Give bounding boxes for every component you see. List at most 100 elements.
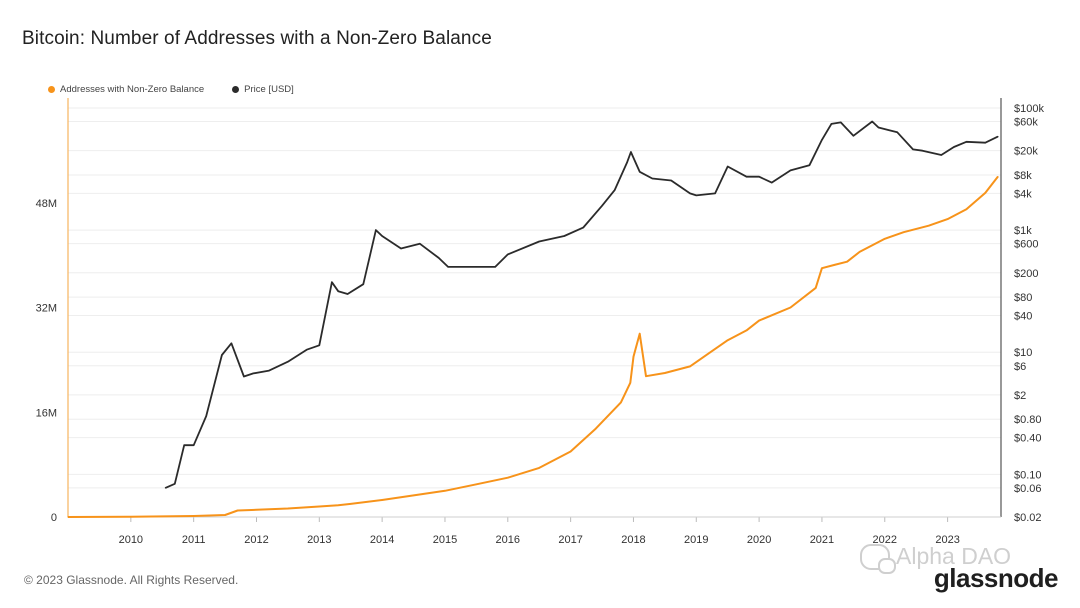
data-point (689, 365, 691, 367)
data-point (475, 483, 477, 485)
data-point (912, 148, 914, 150)
data-point (664, 372, 666, 374)
data-point (438, 257, 440, 259)
data-point (708, 352, 710, 354)
x-tick-label: 2010 (119, 534, 143, 546)
data-point (965, 141, 968, 143)
y-right-tick-label: $0.40 (1014, 433, 1042, 445)
data-point (745, 176, 748, 178)
data-point (840, 121, 842, 123)
data-point (318, 505, 320, 508)
y-right-tick-label: $100k (1014, 103, 1044, 115)
data-point (921, 150, 924, 152)
data-point (877, 126, 880, 129)
data-point (582, 227, 584, 229)
data-point (475, 266, 477, 268)
y-right-tick-label: $0.80 (1014, 414, 1042, 426)
data-point (808, 164, 811, 166)
data-point (318, 344, 320, 346)
data-point (689, 192, 691, 194)
legend-item-addresses[interactable]: Addresses with Non-Zero Balance (48, 84, 204, 95)
x-tick-label: 2022 (873, 534, 897, 546)
data-point (984, 142, 986, 144)
data-point (758, 320, 760, 322)
data-point (287, 507, 289, 510)
data-point (193, 444, 195, 446)
y-left-tick-label: 32M (36, 303, 57, 315)
data-point (444, 490, 446, 492)
data-point (620, 401, 622, 403)
y-left-tick-label: 48M (36, 198, 57, 210)
data-point (230, 342, 232, 344)
data-point (130, 516, 132, 518)
y-right-tick-label: $10 (1014, 347, 1032, 359)
data-point (400, 247, 402, 250)
watermark: Alpha DAO (860, 543, 1011, 574)
chart-legend: Addresses with Non-Zero Balance Price [U… (48, 84, 294, 95)
data-point (727, 339, 729, 341)
y-right-tick-label: $60k (1014, 117, 1038, 129)
data-point (595, 428, 597, 430)
data-point (997, 176, 999, 178)
y-right-tick-label: $20k (1014, 146, 1038, 158)
data-point (821, 139, 823, 141)
data-point (953, 146, 955, 148)
data-point (632, 356, 635, 358)
data-point (871, 120, 873, 123)
data-point (538, 467, 540, 469)
brand-logo: glassnode (933, 563, 1059, 593)
data-point (268, 370, 270, 372)
data-point (639, 333, 641, 335)
data-point (601, 205, 603, 207)
y-right-tick-label: $200 (1014, 268, 1038, 280)
y-right-tick-label: $8k (1014, 170, 1032, 182)
data-point (695, 194, 697, 196)
data-point (884, 238, 886, 240)
data-point (419, 243, 421, 245)
data-point (852, 135, 855, 137)
data-point (447, 266, 449, 268)
data-point (563, 235, 565, 237)
data-point (347, 293, 349, 295)
data-point (626, 161, 628, 163)
y-right-tick-label: $0.02 (1014, 512, 1042, 524)
data-point (183, 444, 185, 446)
data-point (940, 154, 942, 156)
legend-item-price[interactable]: Price [USD] (232, 84, 294, 95)
data-point (789, 169, 792, 171)
data-point (205, 415, 207, 417)
y-right-tick-label: $2 (1014, 390, 1026, 402)
x-tick-label: 2014 (370, 534, 394, 546)
data-point (494, 266, 496, 268)
data-point (727, 165, 729, 168)
data-point (67, 516, 69, 518)
y-right-tick-label: $80 (1014, 292, 1032, 304)
data-point (859, 251, 861, 253)
y-right-tick-label: $1k (1014, 225, 1032, 237)
data-point (413, 494, 415, 496)
data-point (255, 509, 258, 511)
x-tick-label: 2017 (558, 534, 582, 546)
x-tick-label: 2013 (307, 534, 331, 546)
data-point (570, 450, 572, 453)
data-point (947, 218, 949, 220)
x-tick-label: 2021 (810, 534, 834, 546)
x-tick-label: 2016 (496, 534, 520, 546)
data-point (381, 499, 383, 501)
data-point (193, 515, 195, 517)
data-point (350, 503, 352, 505)
data-point (362, 283, 364, 285)
y-right-tick-label: $4k (1014, 188, 1032, 200)
x-tick-label: 2019 (684, 534, 708, 546)
data-point (221, 354, 223, 356)
data-point (830, 123, 833, 125)
copyright-text: © 2023 Glassnode. All Rights Reserved. (24, 573, 239, 587)
data-point (538, 240, 540, 243)
data-point (306, 349, 308, 351)
data-point (815, 287, 817, 289)
wechat-icon (860, 543, 896, 574)
x-tick-label: 2012 (244, 534, 268, 546)
x-tick-label: 2020 (747, 534, 771, 546)
y-right-tick-label: $6 (1014, 361, 1026, 373)
